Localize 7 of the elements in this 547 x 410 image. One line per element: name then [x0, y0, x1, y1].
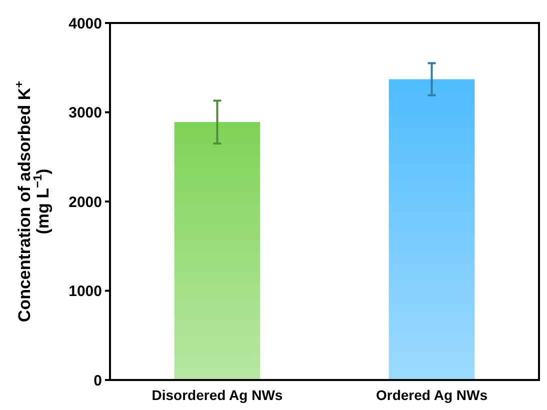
y-tick-label: 3000: [68, 104, 102, 122]
y-tick-label: 0: [94, 372, 102, 390]
y-tick-label: 2000: [68, 194, 102, 211]
y-tick-label: 4000: [68, 15, 102, 32]
y-tick-label: 1000: [68, 283, 102, 300]
x-tick-label: Disordered Ag NWs: [152, 387, 283, 403]
x-tick-label: Ordered Ag NWs: [376, 387, 488, 403]
